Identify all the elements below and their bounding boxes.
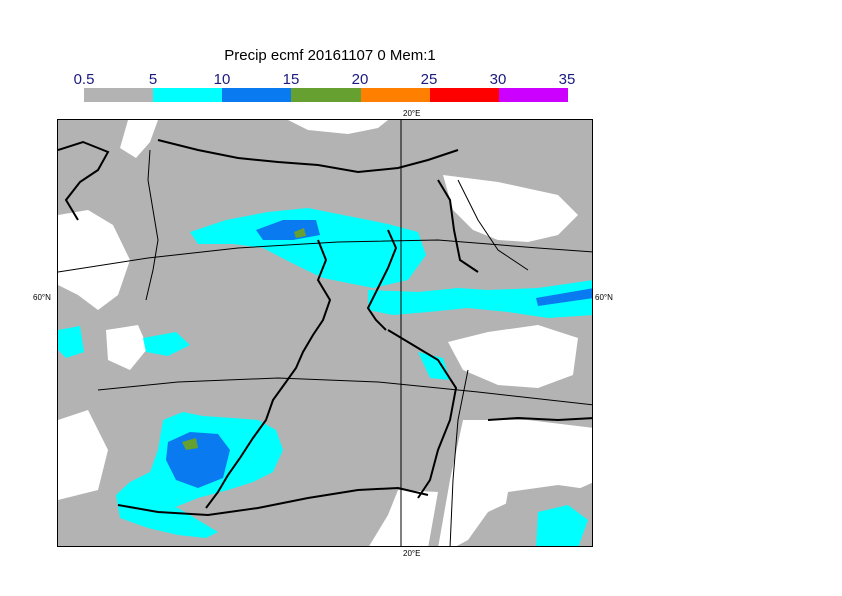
dry-area-nw [120,120,158,158]
precip-10-15 [166,220,592,488]
lon-label-top: 20°E [403,109,421,118]
latitude-line-mid [97,377,592,406]
lat-label-left: 60°N [33,293,51,302]
dry-area-n [288,120,388,134]
coastline-north [157,139,459,174]
cyan-patch-mid [143,332,190,356]
dry-area-sw [58,410,108,500]
dry-area-se [438,420,592,546]
coastline-norway [58,140,110,221]
cyan-area-north [190,208,426,288]
border-sweden-norway [145,149,159,301]
dry-area-w [58,210,130,310]
border-east [449,369,469,546]
legend-bar [84,88,568,102]
map-title: Precip ecmf 20161107 0 Mem:1 [224,47,436,64]
legend-label-3: 15 [282,71,300,88]
coastline-east [487,416,592,422]
blue-area-south [166,432,230,488]
coastline-russia [437,179,479,273]
legend-label-4: 20 [351,71,369,88]
legend-swatch-5 [429,88,499,102]
dry-areas [58,120,592,546]
map-panel[interactable] [57,119,593,547]
cyan-patch-mid2 [418,352,450,380]
legend-swatch-3 [291,88,361,102]
borders [58,120,592,546]
precip-15-20 [182,228,306,450]
legend-label-0: 0.5 [73,71,95,88]
precip-map [58,120,592,546]
legend-label-1: 5 [148,71,158,88]
coastline-baltic-east [387,329,458,499]
coastlines [58,139,592,517]
cyan-band-east [368,280,592,318]
coastline-south [117,486,429,517]
lon-label-bottom: 20°E [403,549,421,558]
legend-swatch-0 [84,88,154,102]
precip-5-10 [58,208,592,546]
legend-label-6: 30 [489,71,507,88]
coastline-sweden-east [205,239,332,509]
latitude-line-north [58,239,592,273]
cyan-patch-west [58,326,84,358]
legend-label-5: 25 [420,71,438,88]
legend-label-2: 10 [213,71,231,88]
blue-streak-east [536,288,592,306]
legend-swatch-1 [153,88,223,102]
dry-area-s [369,490,438,546]
green-spot-north [294,228,306,238]
legend-swatch-6 [498,88,568,102]
cyan-patch-se [536,505,588,546]
dry-area-ne [443,175,578,242]
border-finland-russia [457,179,529,271]
dry-area-east [448,325,578,388]
dry-area-w2 [106,325,148,370]
legend-label-7: 35 [558,71,576,88]
lat-label-right: 60°N [595,293,613,302]
legend-swatch-4 [360,88,430,102]
green-spot-south [182,438,198,450]
cyan-strip-sw [116,495,218,538]
legend-swatch-2 [222,88,292,102]
coastline-finland-west [366,229,398,331]
